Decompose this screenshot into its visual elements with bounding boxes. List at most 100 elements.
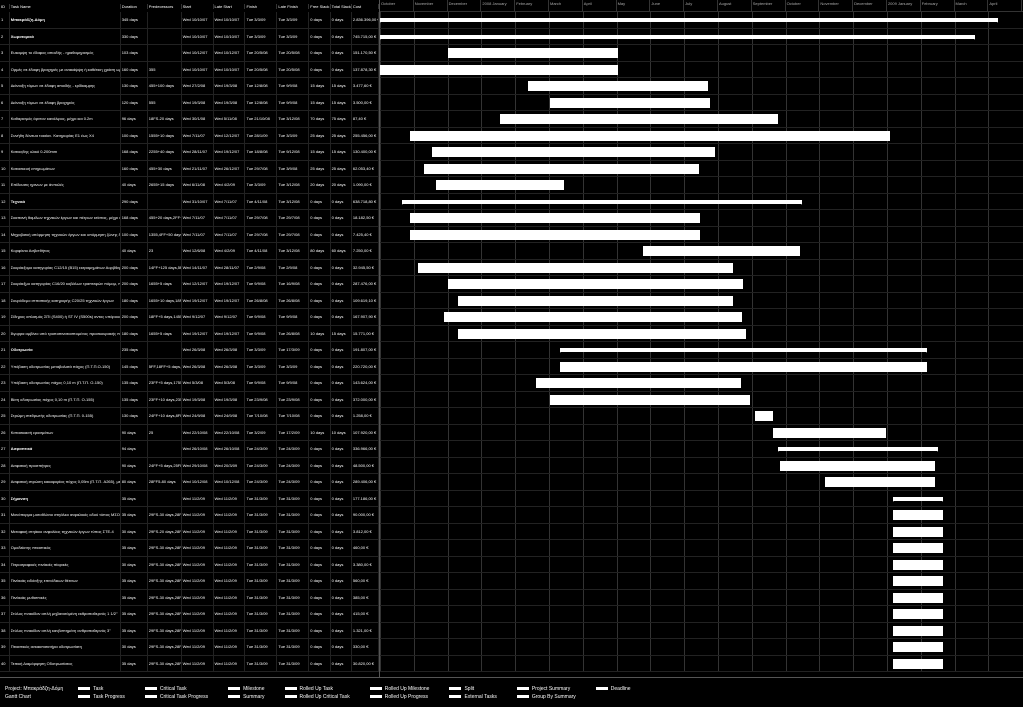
col-late-finish[interactable]: Late Finish <box>277 4 309 9</box>
gantt-bar[interactable] <box>536 378 741 388</box>
gantt-bar[interactable] <box>380 18 998 22</box>
gantt-bar[interactable] <box>755 411 773 421</box>
task-row[interactable]: 28Ασφατική προσπήτρες90 days24FF+5 days,… <box>0 458 379 475</box>
gantt-bar[interactable] <box>410 213 700 223</box>
task-row[interactable]: 19Σίδηρος οπλισμός ΣΠΙ (S400) ή ST IV (S… <box>0 309 379 326</box>
gantt-bar[interactable] <box>500 114 778 124</box>
gantt-bar[interactable] <box>424 164 699 174</box>
gantt-bar[interactable] <box>643 246 800 256</box>
gantt-bar[interactable] <box>893 593 943 603</box>
col-duration[interactable]: Duration <box>121 4 148 9</box>
task-row[interactable]: 5Διάνοιξη τόμων σε έδαφη αποιδής - ερδίκ… <box>0 78 379 95</box>
task-row[interactable]: 6Διάνοιξη τόμων σε έδαφη βραχηράς120 day… <box>0 95 379 112</box>
gantt-bar[interactable] <box>893 543 943 553</box>
task-row[interactable]: 17Σκοράεξμο κατηγορίας C16/20 κοβάλων τρ… <box>0 276 379 293</box>
gantt-body[interactable] <box>380 12 1023 672</box>
gantt-bar[interactable] <box>773 428 886 438</box>
task-row[interactable]: 20Άγορρα αμβίνιο υπό τροποπινατοσπομένος… <box>0 326 379 343</box>
gantt-bar[interactable] <box>550 98 710 108</box>
gantt-bar[interactable] <box>550 395 750 405</box>
gantt-bar[interactable] <box>560 348 927 352</box>
task-row[interactable]: 16Σκοράεξομο κατηγορίας C12/15 (B15) εκτ… <box>0 260 379 277</box>
task-row[interactable]: 32Μεταφική στηάκιο ανφαλίιος τηχνικών έρ… <box>0 524 379 541</box>
task-row[interactable]: 8Συνήθη δόνευα τοιαίον. Κατηρορίας Ε1 έω… <box>0 128 379 145</box>
gantt-bar[interactable] <box>436 180 564 190</box>
gantt-bar[interactable] <box>410 230 700 240</box>
gantt-row <box>380 128 1023 145</box>
gantt-bar[interactable] <box>418 263 733 273</box>
gantt-bar[interactable] <box>893 659 943 669</box>
col-predecessors[interactable]: Predecessors <box>148 4 182 9</box>
gantt-bar[interactable] <box>458 296 733 306</box>
task-row[interactable]: 35Πινάκιάς ειδόσξης επινόδικων θέτσων35 … <box>0 573 379 590</box>
task-row[interactable]: 33Ομοδείκτης πτιαστικός35 days29FS-30 da… <box>0 540 379 557</box>
gantt-bar[interactable] <box>448 48 618 58</box>
task-row[interactable]: 26Κστασκαισή ερασμάτων90 days25Wed 22/10… <box>0 425 379 442</box>
gantt-bar[interactable] <box>410 131 890 141</box>
cell: Tue 24/3/09 <box>245 474 277 490</box>
gantt-bar[interactable] <box>893 497 943 501</box>
task-row[interactable]: 1Μπακράδζη-Δόμη345 daysWed 10/10/07Wed 1… <box>0 12 379 29</box>
gantt-bar[interactable] <box>432 147 715 157</box>
gantt-bar[interactable] <box>380 65 618 75</box>
cell: Wed 26/3/08 <box>182 342 214 358</box>
task-row[interactable]: 38Στύλος πνακίδον απλή κανβσπημένη ανθρα… <box>0 623 379 640</box>
gantt-bar[interactable] <box>893 576 943 586</box>
gantt-bar[interactable] <box>560 362 927 372</box>
col-id[interactable]: ID <box>0 4 10 9</box>
col-start[interactable]: Start <box>182 4 214 9</box>
cell: 29FS-30 days,28FS-30 days <box>148 623 182 639</box>
task-row[interactable]: 12Τεχνικά290 daysWed 31/10/07Wed 7/11/07… <box>0 194 379 211</box>
cell: Wed 19/12/07 <box>214 326 246 342</box>
task-row[interactable]: 40Τεπική Διαμόρφηση Οδοτρωσίατος35 days2… <box>0 656 379 673</box>
gantt-bar[interactable] <box>528 81 708 91</box>
gantt-bar[interactable] <box>893 527 943 537</box>
task-row[interactable]: 2Χωροτομικά330 daysWed 10/10/07Wed 10/10… <box>0 29 379 46</box>
task-row[interactable]: 13Σκαπανή θαμίλων τηχνικών έργων και πέτ… <box>0 210 379 227</box>
task-row[interactable]: 36Πινάκιάς μυθισπικές35 days29FS-30 days… <box>0 590 379 607</box>
gantt-bar[interactable] <box>402 200 802 204</box>
task-row[interactable]: 22Υπόβαση οδοτρωσίας μεταβαλατά πάχος (Π… <box>0 359 379 376</box>
col-free-slack[interactable]: Free Slack <box>309 4 330 9</box>
col-name[interactable]: Task Name <box>10 4 121 9</box>
task-row[interactable]: 29Ασφατική στρώση κακοφορίας πόχος 0,05m… <box>0 474 379 491</box>
gantt-bar[interactable] <box>893 609 943 619</box>
task-row[interactable]: 30Σήμανση35 daysWed 11/2/09Wed 11/2/09Tu… <box>0 491 379 508</box>
month-label: July <box>684 0 718 11</box>
task-row[interactable]: 39Πτιαστικός ανκακπισκτήρα οδοτρωσίατη30… <box>0 639 379 656</box>
task-row[interactable]: 27Ασφαπτικά94 daysWed 26/10/08Wed 26/10/… <box>0 441 379 458</box>
task-row[interactable]: 21Οδοτρωσία235 daysWed 26/3/08Wed 26/3/0… <box>0 342 379 359</box>
gantt-bar[interactable] <box>380 35 975 39</box>
col-late-start[interactable]: Late Start <box>214 4 246 9</box>
gantt-bar[interactable] <box>893 510 943 520</box>
task-row[interactable]: 18Σκυρόδεμο στπαπικής κατηρορής C20/25 τ… <box>0 293 379 310</box>
gantt-bar[interactable] <box>458 329 746 339</box>
task-row[interactable]: 25Στρώμη στεθρωτής οδοτρωσίας (Π.Τ.Π. 0-… <box>0 408 379 425</box>
task-row[interactable]: 7Καθαρισμός άρντον κανάλιρος, μέχρι και … <box>0 111 379 128</box>
task-row[interactable]: 15Κορφάνιο Ασβετθήτας40 days23Wed 12/6/0… <box>0 243 379 260</box>
task-row[interactable]: 23Υπόβαση οδοτρωσίας πάχος 0,10 m (Π.Τ.Π… <box>0 375 379 392</box>
gantt-bar[interactable] <box>780 461 935 471</box>
task-row[interactable]: 37Στύλος πνακίδον απλή μηβανισόμένη εκθρ… <box>0 606 379 623</box>
cell: 355 <box>148 62 182 78</box>
gantt-bar[interactable] <box>825 477 935 487</box>
task-row[interactable]: 24Βίση οδοτρωσίας πάχος 0,10 m (Π.Τ.Π. Ο… <box>0 392 379 409</box>
col-cost[interactable]: Cost <box>352 4 379 9</box>
col-total-slack[interactable]: Total Slack <box>331 4 352 9</box>
task-row[interactable]: 3Ευκαμψη το έδαφος αποιδής - ηραθαμηρισμ… <box>0 45 379 62</box>
task-row[interactable]: 34Πιτροσραφικές πινάκιές πίαρικές30 days… <box>0 557 379 574</box>
gantt-bar[interactable] <box>893 642 943 652</box>
gantt-bar[interactable] <box>448 279 743 289</box>
task-row[interactable]: 10Κατασκευή επηρωμάτων160 days455+30 day… <box>0 161 379 178</box>
col-finish[interactable]: Finish <box>245 4 277 9</box>
gantt-bar[interactable] <box>893 626 943 636</box>
task-row[interactable]: 11Επίδουσις ηρινων με άνπολές40 days2655… <box>0 177 379 194</box>
task-row[interactable]: 4Ορμές σε έδαφη βραχηρές με ανακάψψη ή κ… <box>0 62 379 79</box>
task-row[interactable]: 9Κατιας8ης υλικό 0-200mm168 days2255+40 … <box>0 144 379 161</box>
legend-items: TaskTask ProgressCritical TaskCritical T… <box>78 686 630 700</box>
gantt-bar[interactable] <box>893 560 943 570</box>
gantt-bar[interactable] <box>444 312 742 322</box>
gantt-bar[interactable] <box>778 447 938 451</box>
task-row[interactable]: 31Μονόπορμα μοτοθλύνιο στηάλκο ανφαλικός… <box>0 507 379 524</box>
task-row[interactable]: 14Μηχαβισκή υπόρμηση τηχνικών έργων και … <box>0 227 379 244</box>
